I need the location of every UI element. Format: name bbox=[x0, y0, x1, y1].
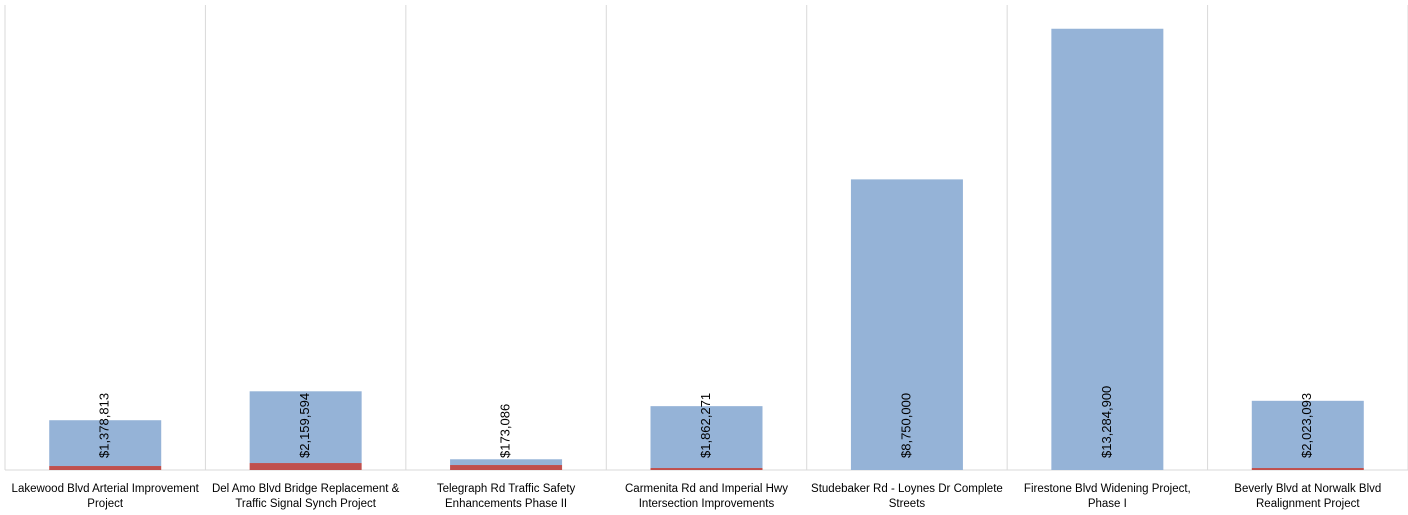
x-tick-label: Lakewood Blvd Arterial Improvement Proje… bbox=[11, 483, 199, 510]
data-label: $8,750,000 bbox=[898, 393, 913, 458]
bar-segment bbox=[650, 406, 763, 469]
data-label: $2,159,594 bbox=[297, 393, 312, 458]
data-label: $1,862,271 bbox=[698, 393, 713, 458]
bar-segment bbox=[850, 179, 963, 470]
bar-segment bbox=[249, 463, 362, 470]
bar-segment bbox=[650, 468, 763, 470]
bar-segment bbox=[1051, 28, 1164, 471]
x-tick-label: Firestone Blvd Widening Project, Phase I bbox=[1023, 483, 1191, 510]
bar-segment bbox=[249, 391, 362, 464]
x-tick-label: Beverly Blvd at Norwalk Blvd Realignment… bbox=[1234, 483, 1382, 510]
data-label: $13,284,900 bbox=[1099, 386, 1114, 458]
x-tick-label: Del Amo Blvd Bridge Replacement & Traffi… bbox=[211, 483, 400, 510]
x-tick-label: Studebaker Rd - Loynes Dr Complete Stree… bbox=[811, 483, 1003, 510]
data-label: $1,378,813 bbox=[97, 393, 112, 458]
bar-segment bbox=[49, 420, 162, 467]
bar-segment bbox=[49, 466, 162, 470]
bar-segment bbox=[450, 459, 563, 466]
bar-segment bbox=[450, 465, 563, 470]
x-tick-label: Carmenita Rd and Imperial Hwy Intersecti… bbox=[625, 483, 788, 510]
data-label: $2,023,093 bbox=[1299, 393, 1314, 458]
bar-segment bbox=[1251, 468, 1364, 470]
x-tick-label: Telegraph Rd Traffic Safety Enhancements… bbox=[436, 483, 576, 510]
data-label: $173,086 bbox=[498, 404, 513, 458]
bar-segment bbox=[1251, 400, 1364, 469]
